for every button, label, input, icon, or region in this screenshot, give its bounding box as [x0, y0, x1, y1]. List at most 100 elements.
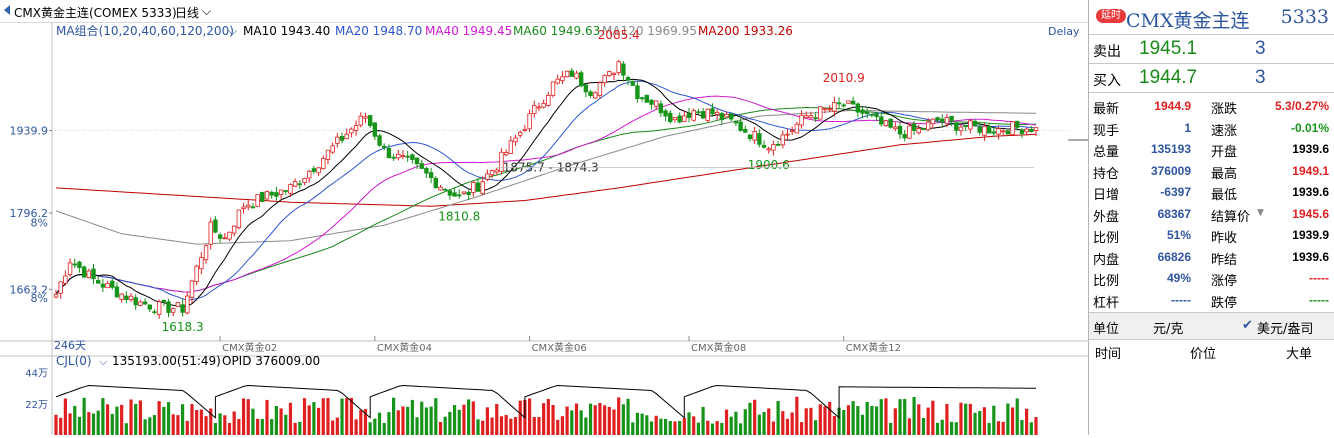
candle-body [611, 72, 617, 75]
candle-body [682, 115, 687, 123]
volume-bar [851, 401, 855, 435]
candle-body [274, 192, 279, 197]
volume-bar [687, 412, 691, 435]
candle-body [864, 111, 870, 114]
settle-dropdown-icon[interactable]: ▼ [1257, 207, 1264, 218]
volume-bar [856, 406, 860, 435]
volume-bar [640, 413, 644, 435]
collapse-icon[interactable] [4, 5, 10, 15]
volume-bar [340, 398, 344, 435]
volume-bar [312, 402, 316, 435]
buy-row[interactable]: 买入 1944.7 3 [1089, 64, 1334, 93]
volume-bar [462, 404, 466, 435]
quote-panel: 延时 CMX黄金主连 5333 卖出 1945.1 3 买入 1944.7 3 … [1088, 0, 1334, 435]
ma-legend-item: MA40 1949.45 [425, 24, 512, 38]
ma120-line [55, 109, 1037, 245]
percent-tick-label: 8% [31, 292, 48, 305]
candle-body [583, 84, 589, 93]
check-icon[interactable]: ✔ [1242, 318, 1253, 333]
candle-body [738, 121, 743, 131]
volume-bar [302, 398, 307, 435]
volume-bar [729, 416, 733, 435]
volume-bar [968, 403, 972, 435]
candle-body [621, 63, 626, 76]
period-label[interactable]: 日线 [175, 6, 200, 20]
candle-body [203, 245, 209, 261]
volume-bar [996, 421, 1001, 435]
candle-body [124, 295, 129, 300]
candle-body [968, 120, 973, 130]
candle-body [593, 92, 598, 99]
candle-body [288, 184, 293, 194]
volume-bar [91, 413, 96, 435]
volume-bar [865, 401, 869, 435]
ma-legend-item: MA20 1948.70 [335, 24, 422, 38]
candle-body [419, 163, 424, 169]
unit-value[interactable]: 元/克 [1153, 322, 1184, 337]
quote-value: 1939.6 [1292, 185, 1329, 199]
price-tick-label: 1939.9 [10, 125, 49, 138]
candle-body [1000, 130, 1006, 133]
candle-body [766, 148, 771, 151]
quote-table: 最新 1944.9 涨跌 5.3/0.27% 现手 1 速涨 -0.01% 总量 135193 开盘… [1089, 93, 1334, 311]
volume-bar [945, 403, 949, 435]
volume-bar [720, 422, 724, 435]
candle-body [96, 280, 101, 284]
candle-body [639, 97, 645, 100]
volume-bar [227, 423, 232, 435]
x-axis-label: CMX黄金12 [846, 341, 901, 354]
volume-bar [654, 415, 658, 435]
volume-bar [345, 398, 349, 435]
candle-body [236, 209, 242, 229]
candle-body [349, 128, 354, 134]
quote-value: ----- [1171, 292, 1191, 307]
price-annotation: 2010.9 [823, 71, 865, 85]
candle-body [804, 115, 809, 119]
volume-bar [382, 422, 386, 435]
volume-readout: 135193.00(51:49) [112, 354, 221, 368]
volume-bar [964, 403, 968, 435]
volume-bar [105, 404, 110, 435]
sell-row[interactable]: 卖出 1945.1 3 [1089, 35, 1334, 64]
volume-bar [743, 409, 747, 435]
volume-bar [199, 409, 203, 435]
volume-bar [490, 417, 494, 435]
quote-value: 1944.9 [1154, 99, 1191, 113]
volume-bar [452, 405, 457, 435]
candle-body [949, 115, 954, 122]
candle-body [461, 191, 467, 194]
volume-bar [152, 415, 157, 435]
volume-bar [157, 401, 161, 435]
chevron-down-icon[interactable]: ⌵ [202, 4, 212, 18]
unit-row: 单位 元/克 ✔ 美元/盎司 [1089, 312, 1334, 340]
price-annotation: 1810.8 [438, 210, 480, 224]
unit-option[interactable]: 美元/盎司 [1257, 322, 1314, 337]
volume-bar [978, 411, 982, 435]
candle-body [940, 118, 945, 123]
volume-bar [987, 422, 991, 435]
candle-body [494, 169, 499, 173]
candle-body [311, 168, 317, 172]
candle-body [142, 301, 148, 305]
candle-body [850, 100, 856, 105]
candle-body [714, 111, 720, 115]
symbol-title: CMX黄金主连(COMEX 5333) [14, 6, 177, 20]
volume-bar [166, 402, 171, 435]
candle-body [832, 101, 837, 112]
volume-bar [884, 398, 888, 435]
quote-value: 1939.6 [1292, 142, 1329, 156]
kline-chart[interactable]: MA组合(10,20,40,60,120,200) MA10 1943.40 MA2… [0, 22, 1088, 435]
volume-bar [401, 406, 405, 435]
candle-body [53, 293, 59, 298]
candle-body [813, 117, 818, 120]
sell-label: 卖出 [1093, 44, 1121, 60]
volume-bar [692, 416, 696, 435]
candle-body [761, 144, 767, 148]
volume-bar [115, 406, 119, 435]
candle-body [757, 133, 762, 145]
candle-body [302, 178, 307, 183]
volume-bar [354, 419, 358, 435]
candle-body [180, 304, 185, 313]
candle-body [189, 280, 195, 299]
quote-row: 现手 1 速涨 -0.01% [1089, 117, 1334, 139]
